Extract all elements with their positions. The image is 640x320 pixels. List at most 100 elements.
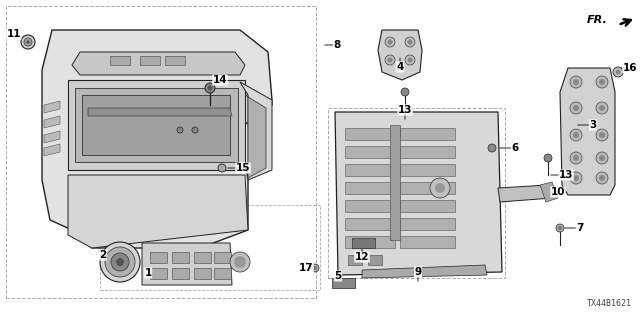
Circle shape bbox=[408, 58, 413, 62]
Circle shape bbox=[192, 127, 198, 133]
Circle shape bbox=[599, 155, 605, 161]
Circle shape bbox=[558, 226, 562, 230]
Circle shape bbox=[218, 164, 226, 172]
Text: 4: 4 bbox=[396, 62, 404, 72]
Polygon shape bbox=[345, 236, 395, 248]
Text: 2: 2 bbox=[99, 250, 107, 260]
Bar bbox=[6, 6, 316, 298]
Polygon shape bbox=[42, 30, 272, 248]
Circle shape bbox=[599, 132, 605, 138]
Polygon shape bbox=[498, 185, 552, 202]
Polygon shape bbox=[400, 182, 455, 194]
Polygon shape bbox=[400, 128, 455, 140]
Polygon shape bbox=[560, 68, 615, 195]
Circle shape bbox=[599, 175, 605, 181]
Polygon shape bbox=[390, 125, 400, 240]
Polygon shape bbox=[214, 252, 231, 263]
Circle shape bbox=[573, 155, 579, 161]
Circle shape bbox=[573, 175, 579, 181]
Circle shape bbox=[26, 41, 29, 44]
Text: TX44B1621: TX44B1621 bbox=[587, 299, 632, 308]
Polygon shape bbox=[400, 200, 455, 212]
Circle shape bbox=[573, 132, 579, 138]
Circle shape bbox=[570, 172, 582, 184]
Text: 7: 7 bbox=[576, 223, 584, 233]
Circle shape bbox=[405, 37, 415, 47]
Polygon shape bbox=[172, 252, 189, 263]
Circle shape bbox=[596, 102, 608, 114]
Text: 11: 11 bbox=[7, 29, 21, 39]
Text: 9: 9 bbox=[415, 267, 422, 277]
Circle shape bbox=[570, 129, 582, 141]
Circle shape bbox=[570, 102, 582, 114]
Circle shape bbox=[599, 105, 605, 111]
Polygon shape bbox=[172, 268, 189, 279]
Polygon shape bbox=[140, 56, 160, 65]
Circle shape bbox=[111, 253, 129, 271]
Polygon shape bbox=[110, 56, 130, 65]
Circle shape bbox=[207, 85, 212, 91]
Polygon shape bbox=[150, 252, 167, 263]
Polygon shape bbox=[44, 131, 60, 143]
Circle shape bbox=[177, 127, 183, 133]
Polygon shape bbox=[68, 80, 245, 170]
Text: 5: 5 bbox=[334, 271, 342, 281]
Circle shape bbox=[105, 247, 135, 277]
Circle shape bbox=[556, 224, 564, 232]
Circle shape bbox=[596, 76, 608, 88]
Text: 8: 8 bbox=[333, 40, 340, 50]
Circle shape bbox=[405, 55, 415, 65]
Circle shape bbox=[570, 152, 582, 164]
Polygon shape bbox=[44, 116, 60, 128]
Text: 6: 6 bbox=[511, 143, 518, 153]
Polygon shape bbox=[88, 108, 232, 116]
Circle shape bbox=[435, 183, 445, 193]
Bar bbox=[328, 108, 505, 278]
Polygon shape bbox=[240, 82, 272, 180]
Polygon shape bbox=[345, 146, 395, 158]
Circle shape bbox=[570, 76, 582, 88]
Text: 15: 15 bbox=[236, 163, 250, 173]
Polygon shape bbox=[368, 255, 382, 265]
Circle shape bbox=[408, 39, 413, 44]
Polygon shape bbox=[348, 255, 362, 265]
Polygon shape bbox=[194, 252, 211, 263]
Text: 17: 17 bbox=[299, 263, 314, 273]
Text: 13: 13 bbox=[559, 170, 573, 180]
Circle shape bbox=[205, 83, 215, 93]
Circle shape bbox=[385, 37, 395, 47]
Circle shape bbox=[544, 154, 552, 162]
Polygon shape bbox=[332, 278, 355, 288]
Circle shape bbox=[387, 58, 392, 62]
Polygon shape bbox=[194, 268, 211, 279]
Polygon shape bbox=[400, 164, 455, 176]
Circle shape bbox=[234, 256, 246, 268]
Polygon shape bbox=[378, 30, 422, 80]
Circle shape bbox=[488, 144, 496, 152]
Polygon shape bbox=[400, 146, 455, 158]
Polygon shape bbox=[345, 164, 395, 176]
Polygon shape bbox=[165, 56, 185, 65]
Circle shape bbox=[401, 88, 409, 96]
Text: FR.: FR. bbox=[588, 15, 608, 25]
Polygon shape bbox=[540, 182, 558, 202]
Circle shape bbox=[24, 38, 32, 46]
Circle shape bbox=[385, 55, 395, 65]
Text: 3: 3 bbox=[589, 120, 596, 130]
Polygon shape bbox=[335, 112, 502, 275]
Polygon shape bbox=[82, 95, 230, 155]
Circle shape bbox=[313, 266, 317, 270]
Polygon shape bbox=[214, 268, 231, 279]
Polygon shape bbox=[72, 52, 245, 75]
Polygon shape bbox=[245, 95, 266, 178]
Text: 13: 13 bbox=[397, 105, 412, 115]
Polygon shape bbox=[142, 243, 232, 285]
Polygon shape bbox=[362, 265, 487, 278]
Text: 10: 10 bbox=[551, 187, 565, 197]
Circle shape bbox=[596, 172, 608, 184]
Polygon shape bbox=[345, 182, 395, 194]
Circle shape bbox=[116, 258, 124, 266]
Polygon shape bbox=[44, 101, 60, 113]
Circle shape bbox=[596, 152, 608, 164]
Polygon shape bbox=[345, 128, 395, 140]
